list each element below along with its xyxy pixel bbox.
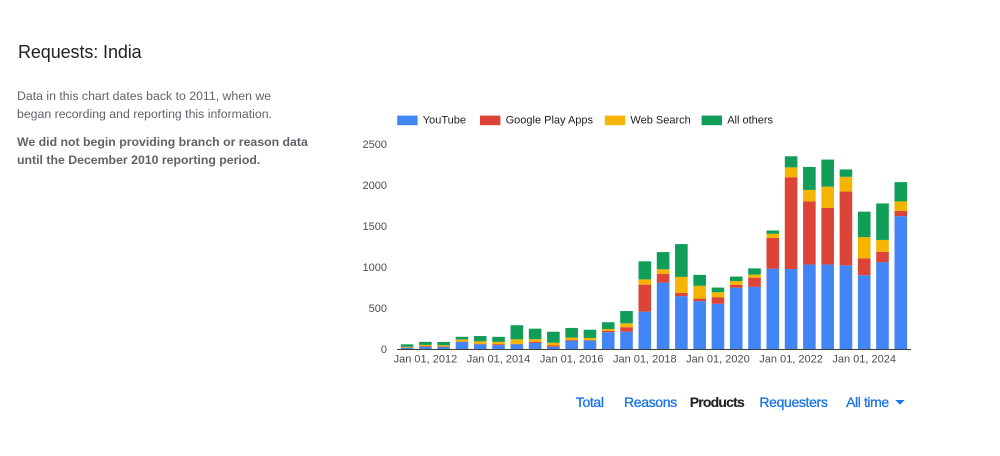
svg-text:2500: 2500 [363,139,387,151]
svg-text:Jan 01, 2024: Jan 01, 2024 [832,354,896,366]
svg-text:Web Search: Web Search [630,114,690,126]
svg-text:Jan 01, 2014: Jan 01, 2014 [467,354,531,366]
svg-text:1500: 1500 [363,221,387,233]
svg-text:Google Play Apps: Google Play Apps [506,114,594,126]
svg-text:All others: All others [727,114,773,126]
svg-text:Jan 01, 2012: Jan 01, 2012 [394,354,458,366]
svg-text:Jan 01, 2022: Jan 01, 2022 [759,354,823,366]
svg-text:0: 0 [381,344,387,356]
svg-text:2000: 2000 [363,180,387,192]
svg-text:YouTube: YouTube [423,114,466,126]
svg-text:Jan 01, 2016: Jan 01, 2016 [540,354,604,366]
svg-text:Jan 01, 2018: Jan 01, 2018 [613,354,677,366]
svg-text:1000: 1000 [363,262,387,274]
svg-text:500: 500 [369,303,387,315]
svg-text:Jan 01, 2020: Jan 01, 2020 [686,354,750,366]
